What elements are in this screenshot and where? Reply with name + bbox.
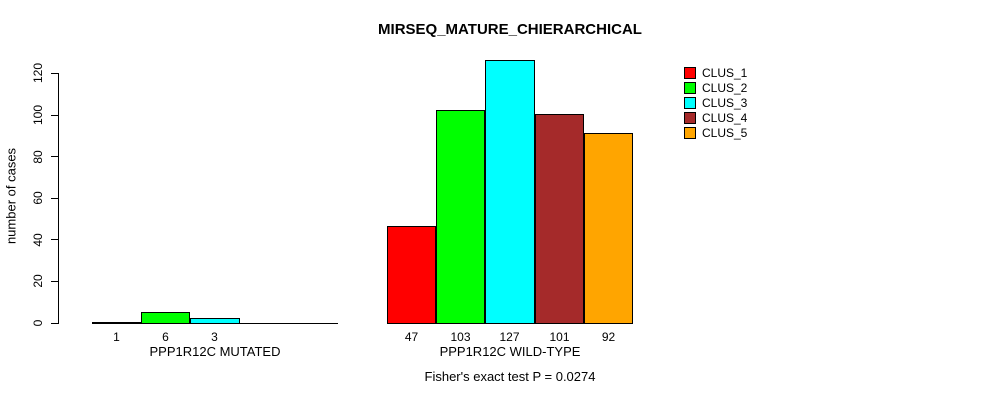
bar bbox=[436, 110, 485, 324]
y-tick-mark bbox=[51, 156, 58, 158]
y-tick-label: 20 bbox=[31, 274, 45, 289]
legend-item: CLUS_1 bbox=[684, 65, 747, 80]
legend: CLUS_1 CLUS_2 CLUS_3 CLUS_4 CLUS_5 bbox=[684, 65, 747, 140]
bar-group-0: 1 6 3 PPP1R12C MUTATED bbox=[92, 53, 338, 359]
legend-item: CLUS_3 bbox=[684, 95, 747, 110]
legend-swatch bbox=[684, 81, 696, 94]
y-tick-label: 80 bbox=[31, 149, 45, 164]
bar-value-label: 6 bbox=[162, 330, 169, 344]
y-axis-line bbox=[58, 73, 59, 324]
y-tick-mark bbox=[51, 322, 58, 324]
y-tick-label: 120 bbox=[31, 63, 45, 84]
y-tick-mark bbox=[51, 197, 58, 199]
annotation-pvalue: Fisher's exact test P = 0.0274 bbox=[424, 369, 596, 384]
bar-value-label: 101 bbox=[549, 330, 570, 344]
legend-swatch bbox=[684, 66, 696, 79]
legend-label: CLUS_2 bbox=[702, 80, 748, 95]
y-tick-mark bbox=[51, 280, 58, 282]
legend-label: CLUS_4 bbox=[702, 110, 748, 125]
legend-label: CLUS_3 bbox=[702, 95, 748, 110]
bar-value-label: 127 bbox=[499, 330, 520, 344]
bar bbox=[92, 322, 141, 324]
legend-item: CLUS_4 bbox=[684, 110, 747, 125]
group-label: PPP1R12C WILD-TYPE bbox=[439, 344, 581, 359]
bar bbox=[584, 133, 633, 324]
bar bbox=[141, 312, 190, 324]
chart-title: MIRSEQ_MATURE_CHIERARCHICAL bbox=[378, 21, 642, 38]
y-tick-label: 60 bbox=[31, 191, 45, 205]
y-tick-mark bbox=[51, 72, 58, 74]
y-tick-label: 0 bbox=[31, 319, 45, 327]
y-tick-mark bbox=[51, 239, 58, 241]
bar-value-label: 47 bbox=[404, 330, 419, 344]
y-tick-mark bbox=[51, 114, 58, 116]
bar-value-label: 103 bbox=[450, 330, 471, 344]
legend-swatch bbox=[684, 111, 696, 124]
bar bbox=[485, 60, 535, 324]
legend-label: CLUS_5 bbox=[702, 125, 748, 140]
group-label: PPP1R12C MUTATED bbox=[149, 344, 281, 359]
legend-item: CLUS_2 bbox=[684, 80, 747, 95]
bar-value-label: 92 bbox=[601, 330, 616, 344]
y-tick-label: 40 bbox=[31, 233, 45, 247]
y-axis-title: number of cases bbox=[3, 147, 19, 245]
bar-value-label: 1 bbox=[113, 330, 120, 344]
legend-swatch bbox=[684, 96, 696, 109]
legend-swatch bbox=[684, 126, 696, 139]
bar bbox=[535, 114, 584, 324]
bar-group-1: 47 103 127 101 92 PPP1R12C WILD-TYPE bbox=[387, 53, 633, 359]
legend-label: CLUS_1 bbox=[702, 65, 748, 80]
bar bbox=[190, 318, 240, 324]
legend-item: CLUS_5 bbox=[684, 125, 747, 140]
y-tick-label: 100 bbox=[31, 104, 45, 126]
bar-value-label: 3 bbox=[211, 330, 218, 344]
bar bbox=[387, 226, 436, 324]
